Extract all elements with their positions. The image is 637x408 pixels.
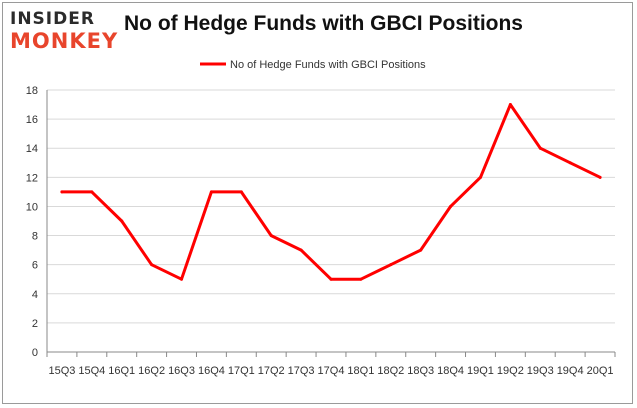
data-point: [598, 175, 602, 179]
data-point: [239, 190, 243, 194]
x-tick-label: 18Q3: [407, 365, 434, 377]
x-tick-label: 18Q1: [347, 365, 374, 377]
data-point: [299, 248, 303, 252]
logo-text-top: INSIDER: [10, 9, 95, 29]
data-point: [419, 248, 423, 252]
y-tick-labels: 0 2 4 6 8 10 12 14 16 18: [26, 85, 38, 359]
x-tick-label: 19Q3: [527, 365, 554, 377]
data-point: [180, 277, 184, 281]
data-point: [60, 190, 64, 194]
x-tick-label: 17Q2: [258, 365, 285, 377]
data-point: [568, 161, 572, 165]
data-point: [150, 263, 154, 267]
y-tick-label: 16: [26, 114, 38, 126]
logo-text-bottom: MONKEY: [10, 29, 119, 53]
x-tick-label: 15Q4: [78, 365, 105, 377]
x-tick-label: 17Q4: [318, 365, 345, 377]
insider-monkey-logo: INSIDER MONKEY: [10, 9, 119, 55]
x-tick-label: 16Q2: [138, 365, 165, 377]
x-tick-label: 17Q1: [228, 365, 255, 377]
legend: No of Hedge Funds with GBCI Positions: [200, 59, 426, 71]
y-tick-label: 0: [32, 347, 38, 359]
y-tick-label: 12: [26, 172, 38, 184]
y-tick-label: 4: [32, 289, 38, 301]
data-point: [269, 234, 273, 238]
data-point: [120, 219, 124, 223]
legend-label: No of Hedge Funds with GBCI Positions: [230, 59, 426, 71]
x-tick-label: 17Q3: [288, 365, 315, 377]
chart-frame: [2, 2, 633, 404]
y-tick-label: 8: [32, 231, 38, 243]
axes: [46, 90, 616, 357]
y-tick-label: 6: [32, 260, 38, 272]
data-point: [389, 263, 393, 267]
series-line: [60, 103, 602, 281]
x-tick-label: 20Q1: [587, 365, 614, 377]
y-tick-label: 18: [26, 85, 38, 97]
x-tick-label: 19Q4: [557, 365, 584, 377]
x-tick-label: 18Q2: [377, 365, 404, 377]
data-point: [329, 277, 333, 281]
series-layer: [60, 103, 602, 281]
x-tick-labels: 15Q3 15Q4 16Q1 16Q2 16Q3 16Q4 17Q1 17Q2 17Q3 17Q4…: [48, 365, 613, 377]
x-tick-label: 16Q3: [168, 365, 195, 377]
x-tick-label: 16Q1: [108, 365, 135, 377]
chart-title: No of Hedge Funds with GBCI Positions: [124, 12, 523, 35]
x-tick-label: 19Q2: [497, 365, 524, 377]
data-point: [209, 190, 213, 194]
x-tick-label: 15Q3: [48, 365, 75, 377]
y-tick-label: 2: [32, 318, 38, 330]
y-tick-label: 14: [26, 143, 38, 155]
x-tick-label: 16Q4: [198, 365, 225, 377]
y-tick-label: 10: [26, 201, 38, 213]
x-tick-label: 19Q1: [467, 365, 494, 377]
data-point: [449, 204, 453, 208]
data-point: [478, 175, 482, 179]
data-point: [359, 277, 363, 281]
data-point: [508, 103, 512, 107]
x-tick-label: 18Q4: [437, 365, 464, 377]
data-point: [538, 146, 542, 150]
grid-lines: [47, 89, 615, 324]
data-point: [90, 190, 94, 194]
